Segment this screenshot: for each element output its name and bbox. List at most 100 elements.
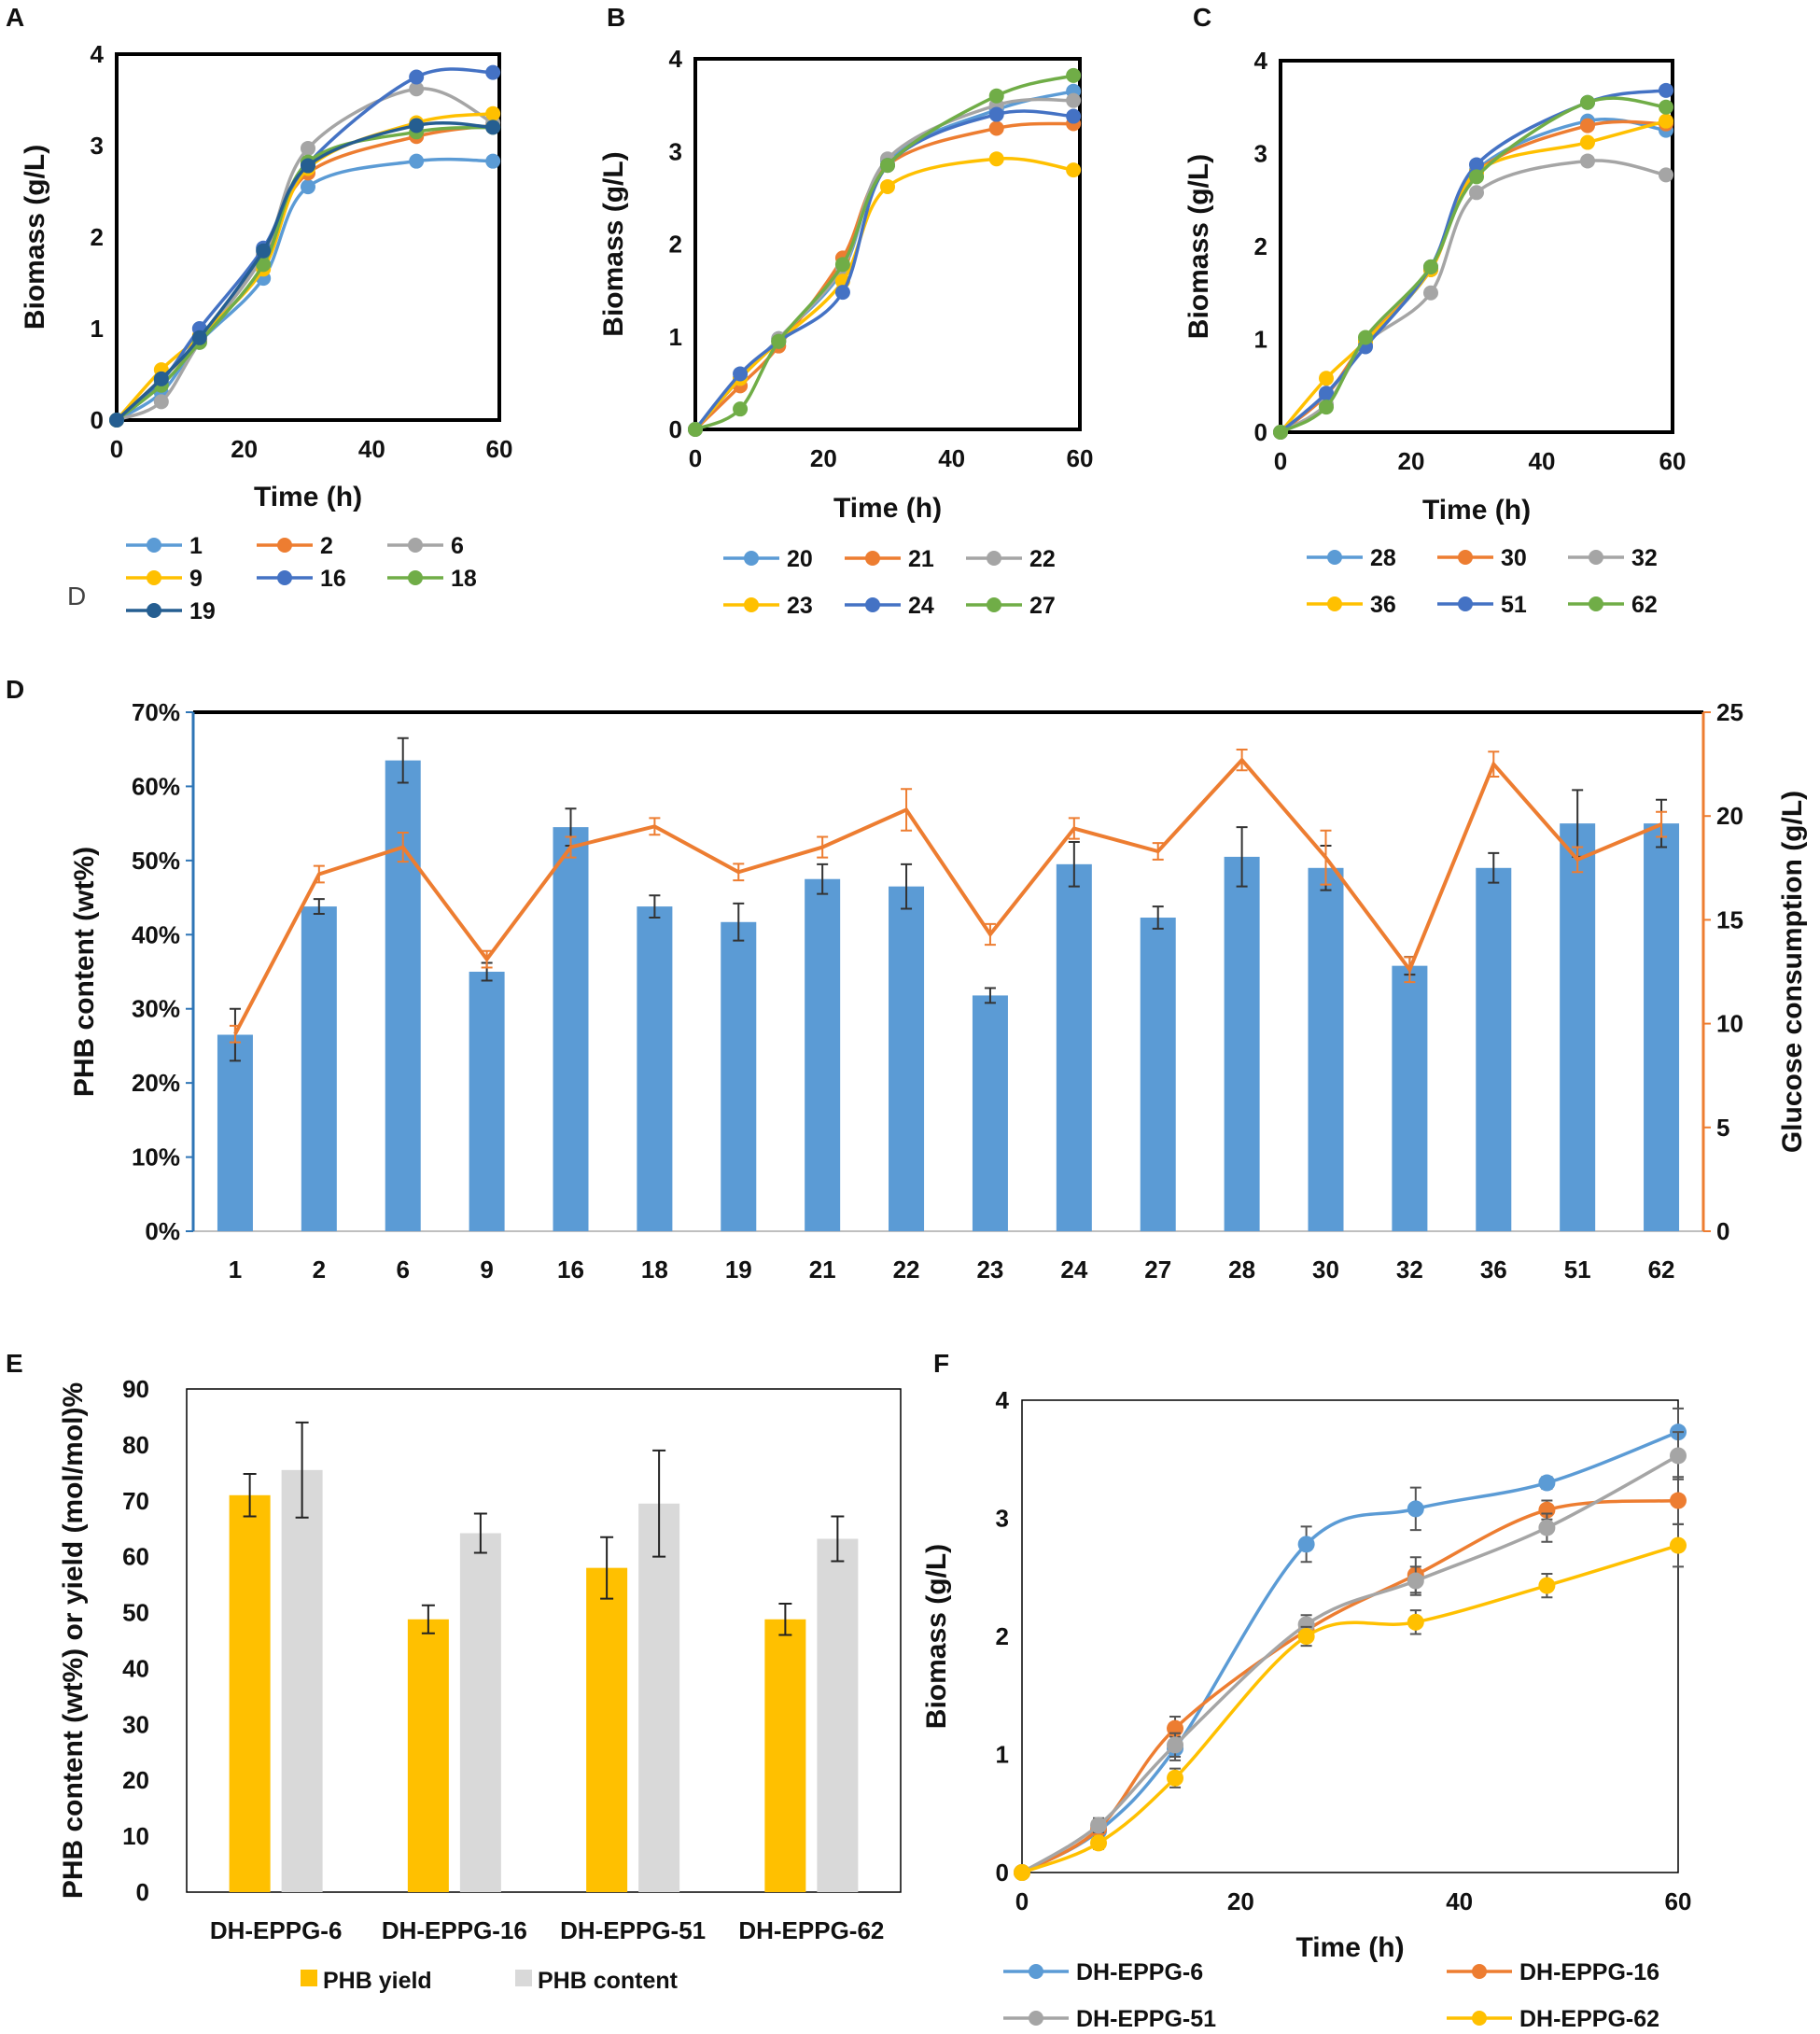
panel-b-label: B xyxy=(607,3,625,32)
x-axis-label: Time (h) xyxy=(833,493,942,524)
y-axis-label: Biomass (g/L) xyxy=(921,1544,952,1729)
bar xyxy=(889,886,925,1231)
data-point xyxy=(1090,1834,1108,1852)
data-point xyxy=(1670,1536,1687,1554)
data-point xyxy=(1580,118,1595,133)
bar xyxy=(586,1567,628,1892)
y-tick-label: 20% xyxy=(132,1069,180,1097)
y-tick-label: 1 xyxy=(1254,326,1267,354)
legend-label: 24 xyxy=(908,593,934,619)
line-error xyxy=(1572,846,1584,874)
y-tick-label: 90 xyxy=(122,1375,149,1403)
legend-label: 62 xyxy=(1631,592,1658,618)
x-tick-label: 32 xyxy=(1396,1255,1423,1284)
y-tick-label: 70% xyxy=(132,698,180,726)
line-error xyxy=(565,835,577,859)
y-tick-label: 2 xyxy=(1254,232,1267,260)
legend-label: PHB content xyxy=(538,1968,679,1994)
x-axis-label: Time (h) xyxy=(1422,495,1531,526)
x-tick-label: 0 xyxy=(1015,1887,1029,1915)
x-tick-label: 22 xyxy=(893,1255,920,1284)
bar xyxy=(385,760,421,1231)
x-tick-label: 36 xyxy=(1480,1255,1507,1284)
x-tick-label: 51 xyxy=(1564,1255,1591,1284)
data-point xyxy=(1469,185,1484,201)
data-point xyxy=(1538,1519,1556,1536)
legend-label: 22 xyxy=(1029,546,1056,572)
bar xyxy=(1056,863,1092,1231)
legend-swatch-marker xyxy=(1458,550,1473,565)
x-tick-label: DH-EPPG-51 xyxy=(560,1916,706,1944)
data-point xyxy=(256,257,272,273)
x-tick-label: 60 xyxy=(486,435,513,463)
data-point xyxy=(1066,67,1082,83)
data-point xyxy=(988,106,1004,122)
x-tick-label: 0 xyxy=(110,435,123,463)
legend-label: 51 xyxy=(1501,592,1527,618)
data-point xyxy=(256,243,272,259)
bar-error xyxy=(649,894,661,919)
data-point xyxy=(988,151,1004,167)
data-point xyxy=(1273,425,1288,440)
legend-label: DH-EPPG-51 xyxy=(1076,2006,1216,2032)
legend-swatch-marker xyxy=(1029,1964,1043,1979)
line-error xyxy=(1236,749,1248,772)
data-point xyxy=(1423,285,1438,301)
legend-label: 1 xyxy=(189,533,203,559)
bar-error xyxy=(295,1421,309,1519)
bar-error xyxy=(243,1473,257,1518)
y-tick-label: 40% xyxy=(132,920,180,948)
data-point xyxy=(1407,1613,1424,1631)
data-point xyxy=(485,119,501,135)
data-point xyxy=(1469,157,1484,173)
bar xyxy=(301,906,337,1231)
stray-d-label: D xyxy=(67,582,86,610)
data-point xyxy=(409,69,425,85)
y-tick-label: 10 xyxy=(122,1822,149,1850)
legend-swatch-marker xyxy=(1589,550,1603,565)
bar xyxy=(637,906,673,1231)
legend-swatch-marker xyxy=(1327,550,1342,565)
legend-label: DH-EPPG-6 xyxy=(1076,1959,1203,1985)
y-tick-label: 10% xyxy=(132,1143,180,1171)
bar-error xyxy=(778,1602,792,1636)
bar xyxy=(1308,867,1344,1231)
x-tick-label: 21 xyxy=(809,1255,836,1284)
bar xyxy=(553,827,589,1231)
legend-swatch-marker xyxy=(147,570,161,585)
y-tick-label: 2 xyxy=(91,223,104,251)
data-point xyxy=(834,257,850,273)
legend-label: DH-EPPG-16 xyxy=(1519,1959,1659,1985)
legend-swatch-marker xyxy=(744,597,759,612)
y-tick-label: 0 xyxy=(669,415,682,443)
y-tick-label: 60 xyxy=(122,1543,149,1571)
data-point xyxy=(485,64,501,80)
data-point xyxy=(1580,94,1595,110)
legend-swatch-marker xyxy=(1472,1964,1487,1979)
legend-label: DH-EPPG-62 xyxy=(1519,2006,1659,2032)
line-error xyxy=(901,788,913,832)
x-tick-label: 18 xyxy=(641,1255,668,1284)
y-tick-label: 50% xyxy=(132,847,180,875)
panel-e-chart: 0 10 20 30 40 50 60 70 80 90 PHB content (wt%) or … xyxy=(58,1375,902,1994)
data-point xyxy=(771,333,787,349)
legend-swatch-marker xyxy=(1029,2011,1043,2026)
bar-error xyxy=(313,898,325,916)
data-point xyxy=(1319,371,1334,386)
x-tick-label: 6 xyxy=(396,1255,409,1284)
y-right-tick-label: 5 xyxy=(1716,1114,1729,1142)
bar-error xyxy=(901,863,913,910)
bar xyxy=(638,1503,680,1892)
y-tick-label: 4 xyxy=(1254,47,1268,75)
y-tick-label: 60% xyxy=(132,772,180,800)
y-tick-label: 1 xyxy=(996,1741,1009,1769)
data-point xyxy=(409,81,425,97)
y-right-tick-label: 0 xyxy=(1716,1217,1729,1245)
data-point xyxy=(485,105,501,121)
y-tick-label: 1 xyxy=(669,323,682,351)
data-point xyxy=(1659,99,1673,115)
